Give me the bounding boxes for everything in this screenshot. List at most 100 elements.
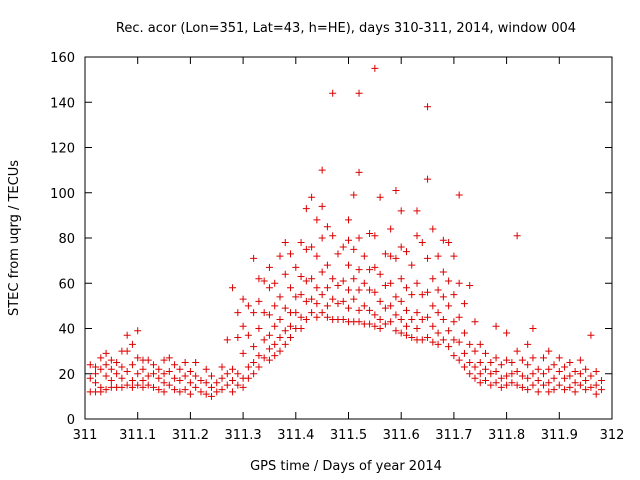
data-point xyxy=(302,277,310,285)
data-point xyxy=(281,340,289,348)
data-point xyxy=(244,302,252,310)
data-point xyxy=(413,279,421,287)
data-point xyxy=(271,340,279,348)
data-point xyxy=(397,207,405,215)
data-point xyxy=(392,293,400,301)
data-point xyxy=(555,381,563,389)
data-point xyxy=(334,300,342,308)
data-point xyxy=(223,381,231,389)
data-point xyxy=(313,216,321,224)
data-point xyxy=(202,390,210,398)
data-point xyxy=(107,356,115,364)
data-point xyxy=(497,374,505,382)
x-tick-label: 311.6 xyxy=(383,428,420,443)
data-point xyxy=(476,370,484,378)
data-point xyxy=(244,331,252,339)
data-point xyxy=(455,313,463,321)
data-point xyxy=(339,297,347,305)
data-point xyxy=(460,363,468,371)
data-point xyxy=(418,315,426,323)
data-point xyxy=(381,250,389,258)
data-point xyxy=(345,216,352,224)
data-point xyxy=(597,386,605,394)
data-point xyxy=(297,272,305,280)
data-point xyxy=(302,205,310,213)
data-point xyxy=(160,388,168,396)
data-point xyxy=(576,381,584,389)
data-point xyxy=(582,365,590,373)
data-point xyxy=(186,390,194,398)
data-point xyxy=(318,166,326,174)
data-point xyxy=(524,340,532,348)
data-point xyxy=(345,236,352,244)
data-point xyxy=(155,365,163,373)
data-point xyxy=(434,329,442,337)
data-point xyxy=(566,372,574,380)
data-point xyxy=(387,252,395,260)
data-point xyxy=(434,309,442,317)
data-point xyxy=(587,331,595,339)
data-point xyxy=(434,286,442,294)
data-point xyxy=(366,320,374,328)
data-point xyxy=(234,309,242,317)
x-tick-label: 311.2 xyxy=(172,428,209,443)
y-tick-label: 20 xyxy=(58,368,75,383)
data-point xyxy=(255,275,263,283)
data-point xyxy=(492,354,500,362)
data-point xyxy=(92,370,100,378)
data-point xyxy=(176,377,184,385)
data-point xyxy=(271,302,279,310)
data-point xyxy=(371,232,379,240)
data-point xyxy=(466,282,474,290)
data-point xyxy=(424,175,432,183)
data-point xyxy=(513,347,521,355)
data-point xyxy=(229,377,237,385)
data-point xyxy=(260,336,268,344)
data-point xyxy=(524,361,532,369)
data-point xyxy=(482,377,490,385)
data-point xyxy=(466,358,474,366)
x-tick-label: 311.8 xyxy=(488,428,525,443)
data-point xyxy=(592,367,600,375)
data-point xyxy=(371,322,379,330)
data-point xyxy=(113,370,121,378)
data-point xyxy=(439,336,447,344)
data-point xyxy=(302,297,310,305)
data-point xyxy=(471,374,479,382)
data-point xyxy=(424,334,432,342)
data-point xyxy=(308,193,316,201)
data-point xyxy=(392,186,400,194)
data-point xyxy=(555,367,563,375)
data-point xyxy=(545,347,553,355)
data-point xyxy=(402,306,410,314)
data-point xyxy=(207,383,215,391)
data-point xyxy=(497,383,505,391)
data-point xyxy=(150,383,158,391)
data-point xyxy=(186,379,194,387)
data-point xyxy=(413,232,421,240)
data-point xyxy=(265,284,273,292)
data-point xyxy=(202,365,210,373)
y-tick-label: 160 xyxy=(50,51,75,66)
data-point xyxy=(402,322,410,330)
data-point xyxy=(566,383,574,391)
data-point xyxy=(171,361,179,369)
data-point xyxy=(313,252,321,260)
data-point xyxy=(529,325,537,332)
data-point xyxy=(434,340,442,348)
data-point xyxy=(518,372,526,380)
data-point xyxy=(197,388,205,396)
y-tick-label: 40 xyxy=(58,323,75,338)
data-point xyxy=(429,225,437,233)
data-point xyxy=(534,388,542,396)
data-point xyxy=(566,358,574,366)
y-tick-label: 60 xyxy=(58,277,75,292)
data-point xyxy=(397,275,405,283)
data-point xyxy=(513,381,521,389)
data-point xyxy=(476,358,484,366)
data-point xyxy=(550,386,558,394)
data-point xyxy=(402,284,410,292)
data-point xyxy=(555,354,563,362)
data-point xyxy=(229,284,237,292)
data-point xyxy=(471,347,479,355)
